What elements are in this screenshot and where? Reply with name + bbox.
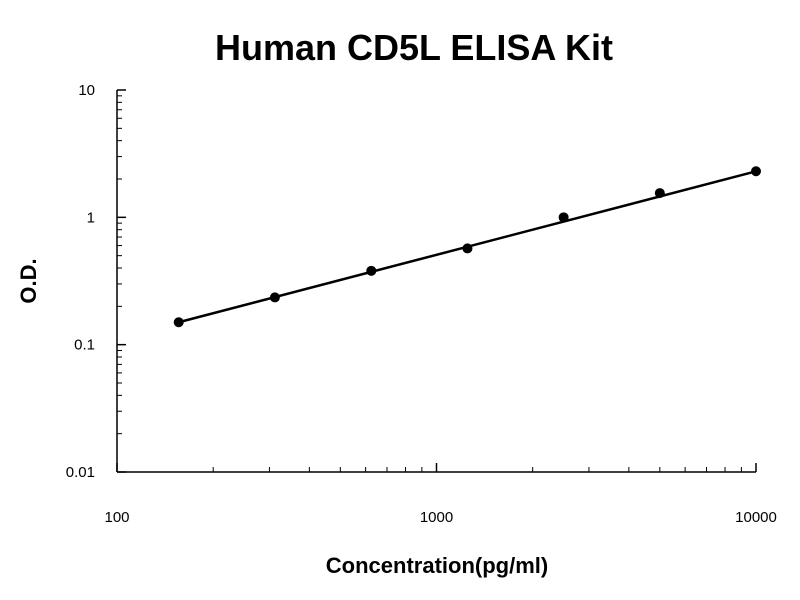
axes [116, 90, 756, 473]
y-axis-label: O.D. [16, 258, 41, 303]
x-tick-label: 1000 [420, 509, 453, 526]
data-point [366, 265, 377, 276]
x-axis-ticks: 100 1000 10000 [104, 463, 777, 526]
y-axis-ticks: 0.01 0.1 1 10 [66, 82, 126, 481]
data-point [751, 166, 761, 177]
x-tick-label: 10000 [735, 509, 777, 526]
chart-title: Human CD5L ELISA Kit [215, 27, 613, 68]
x-axis-label: Concentration(pg/ml) [326, 553, 548, 578]
data-point [654, 188, 665, 199]
y-tick-label: 10 [78, 82, 95, 99]
y-tick-label: 0.01 [66, 464, 95, 481]
data-points [173, 166, 761, 328]
data-point [269, 292, 280, 303]
y-tick-label: 0.1 [74, 337, 95, 354]
data-point [173, 317, 184, 328]
data-point [462, 243, 473, 254]
y-tick-label: 1 [87, 209, 95, 226]
data-point [558, 212, 569, 223]
x-tick-label: 100 [104, 509, 129, 526]
